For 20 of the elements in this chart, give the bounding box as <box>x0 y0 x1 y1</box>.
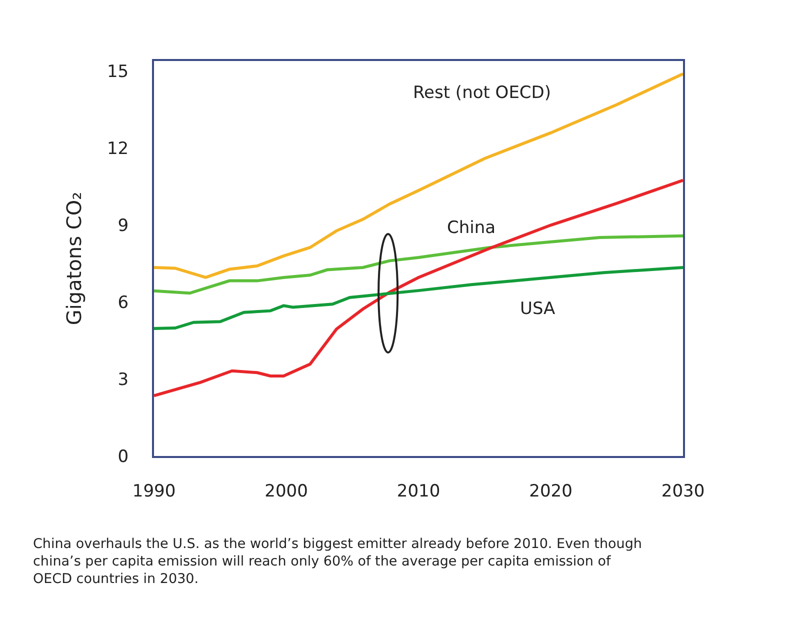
y-axis-title: Gigatons CO₂ <box>62 192 86 326</box>
line-series <box>154 72 683 279</box>
x-tick-label: 2020 <box>529 481 572 502</box>
line-series <box>154 266 683 330</box>
series-label: China <box>447 218 496 238</box>
line-series <box>154 234 683 295</box>
line-series <box>154 178 683 398</box>
y-tick-label: 9 <box>118 216 129 236</box>
y-tick-label: 3 <box>118 370 129 390</box>
x-tick-label: 1990 <box>132 481 176 502</box>
x-tick-label: 2030 <box>661 481 705 502</box>
series-label: Rest (not OECD) <box>413 83 552 103</box>
y-tick-label: 6 <box>118 293 129 314</box>
x-tick-label: 2010 <box>396 481 440 502</box>
y-tick-label: 0 <box>118 446 129 467</box>
y-tick-label: 15 <box>106 62 129 82</box>
y-tick-label: 12 <box>106 139 129 160</box>
x-tick-label: 2000 <box>264 481 308 502</box>
series-label: USA <box>520 299 556 319</box>
text: China overhauls the U.S. as the world’s biggest emitter already before 2010. Even though china’s per capita emission will reach only 60% of the average per capita emission of OECD countries in 2030. <box>33 536 642 588</box>
